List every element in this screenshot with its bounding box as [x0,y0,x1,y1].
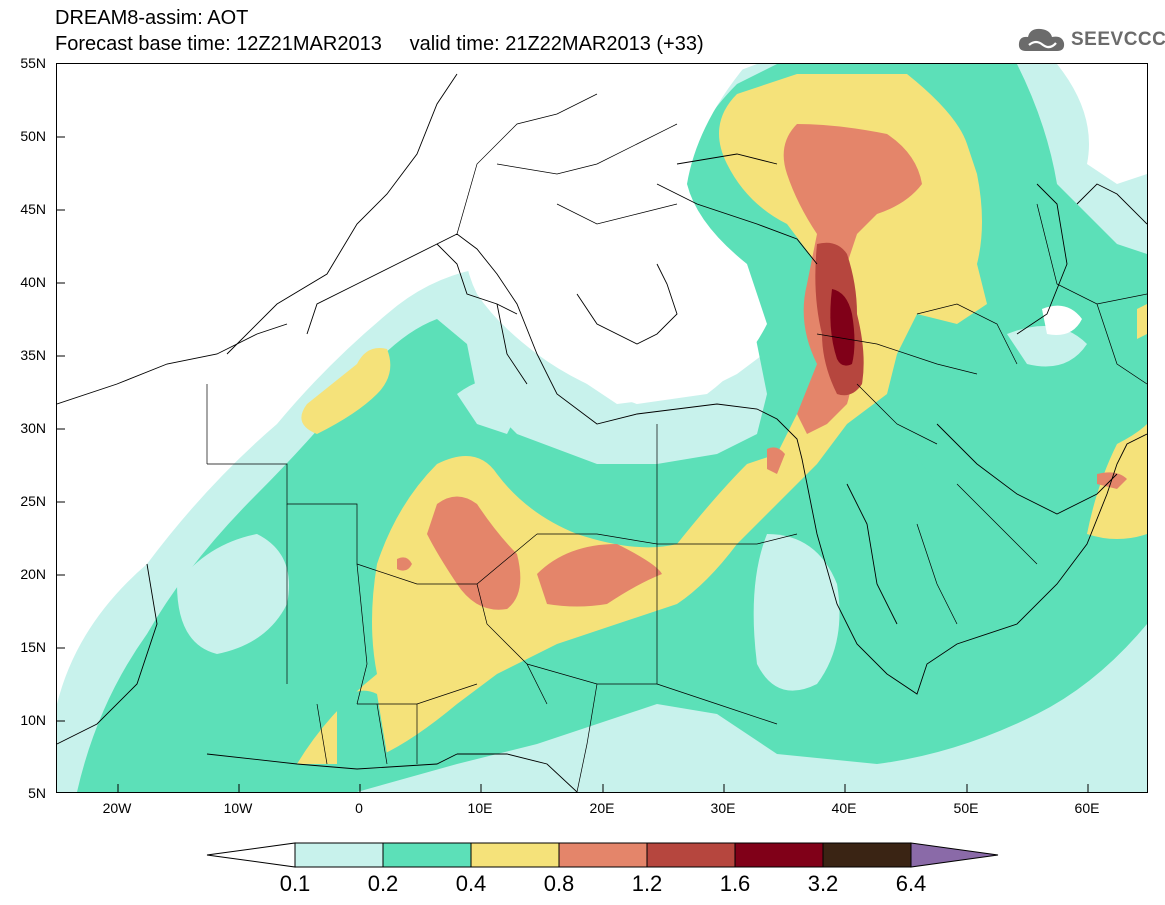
aot-map [57,64,1147,792]
aot-band-0-2-inner [337,690,387,766]
lon-tick-label: 0 [355,800,363,816]
colorbar-label: 0.1 [279,871,311,896]
lat-tick-label: 50N [20,128,46,144]
map-panel [56,63,1148,793]
lat-tick-label: 15N [20,639,46,655]
lon-tick-label: 20W [102,800,132,816]
lon-tick-label: 50E [953,800,979,816]
lon-tick-label: 10W [223,800,253,816]
lat-tick-label: 45N [20,201,46,217]
chart-subtitle-times: Forecast base time: 12Z21MAR2013 valid t… [55,33,704,55]
chart-title: DREAM8-assim: AOT [55,7,249,29]
lat-tick-label: 55N [20,55,46,71]
colorbar-swatch-3-2 [822,842,912,868]
colorbar-label: 6.4 [895,871,927,896]
lat-tick-label: 10N [20,712,46,728]
colorbar-high-arrow [910,842,999,868]
colorbar-swatch-0-2 [382,842,472,868]
colorbar-swatch-1-2 [646,842,736,868]
colorbar-swatch-0-8 [558,842,648,868]
colorbar-low-arrow [206,842,296,868]
seevccc-logo: SEEVCCC [1016,25,1165,55]
colorbar-label: 0.4 [455,871,487,896]
aot-band-1-6 [830,289,855,366]
aot-band-0-8 [397,124,1127,610]
lat-tick-label: 25N [20,493,46,509]
country-borders [206,93,1147,792]
lon-tick-label: 10E [467,800,493,816]
coastlines [57,73,1147,792]
colorbar-swatch-0-1 [294,842,384,868]
lat-tick-label: 40N [20,274,46,290]
logo-text: SEEVCCC [1071,29,1165,50]
colorbar [206,842,999,868]
lon-tick-label: 60E [1074,800,1100,816]
colorbar-label: 3.2 [807,871,839,896]
lon-tick-label: 30E [710,800,736,816]
lon-tick-label: 20E [589,800,615,816]
cloud-icon [1018,28,1065,51]
colorbar-label: 0.8 [543,871,575,896]
colorbar-label: 1.6 [719,871,751,896]
lat-tick-label: 30N [20,420,46,436]
lat-tick-label: 35N [20,347,46,363]
lat-tick-label: 20N [20,566,46,582]
axis-ticks [57,136,1089,792]
colorbar-swatch-1-6 [734,842,824,868]
aot-band-below-0-1 [57,64,1082,404]
lon-tick-label: 40E [831,800,857,816]
aot-band-0-1-inner [177,326,1087,691]
colorbar-swatch-0-4 [470,842,560,868]
colorbar-label: 0.2 [367,871,399,896]
lat-tick-label: 5N [28,785,46,801]
colorbar-label: 1.2 [631,871,663,896]
